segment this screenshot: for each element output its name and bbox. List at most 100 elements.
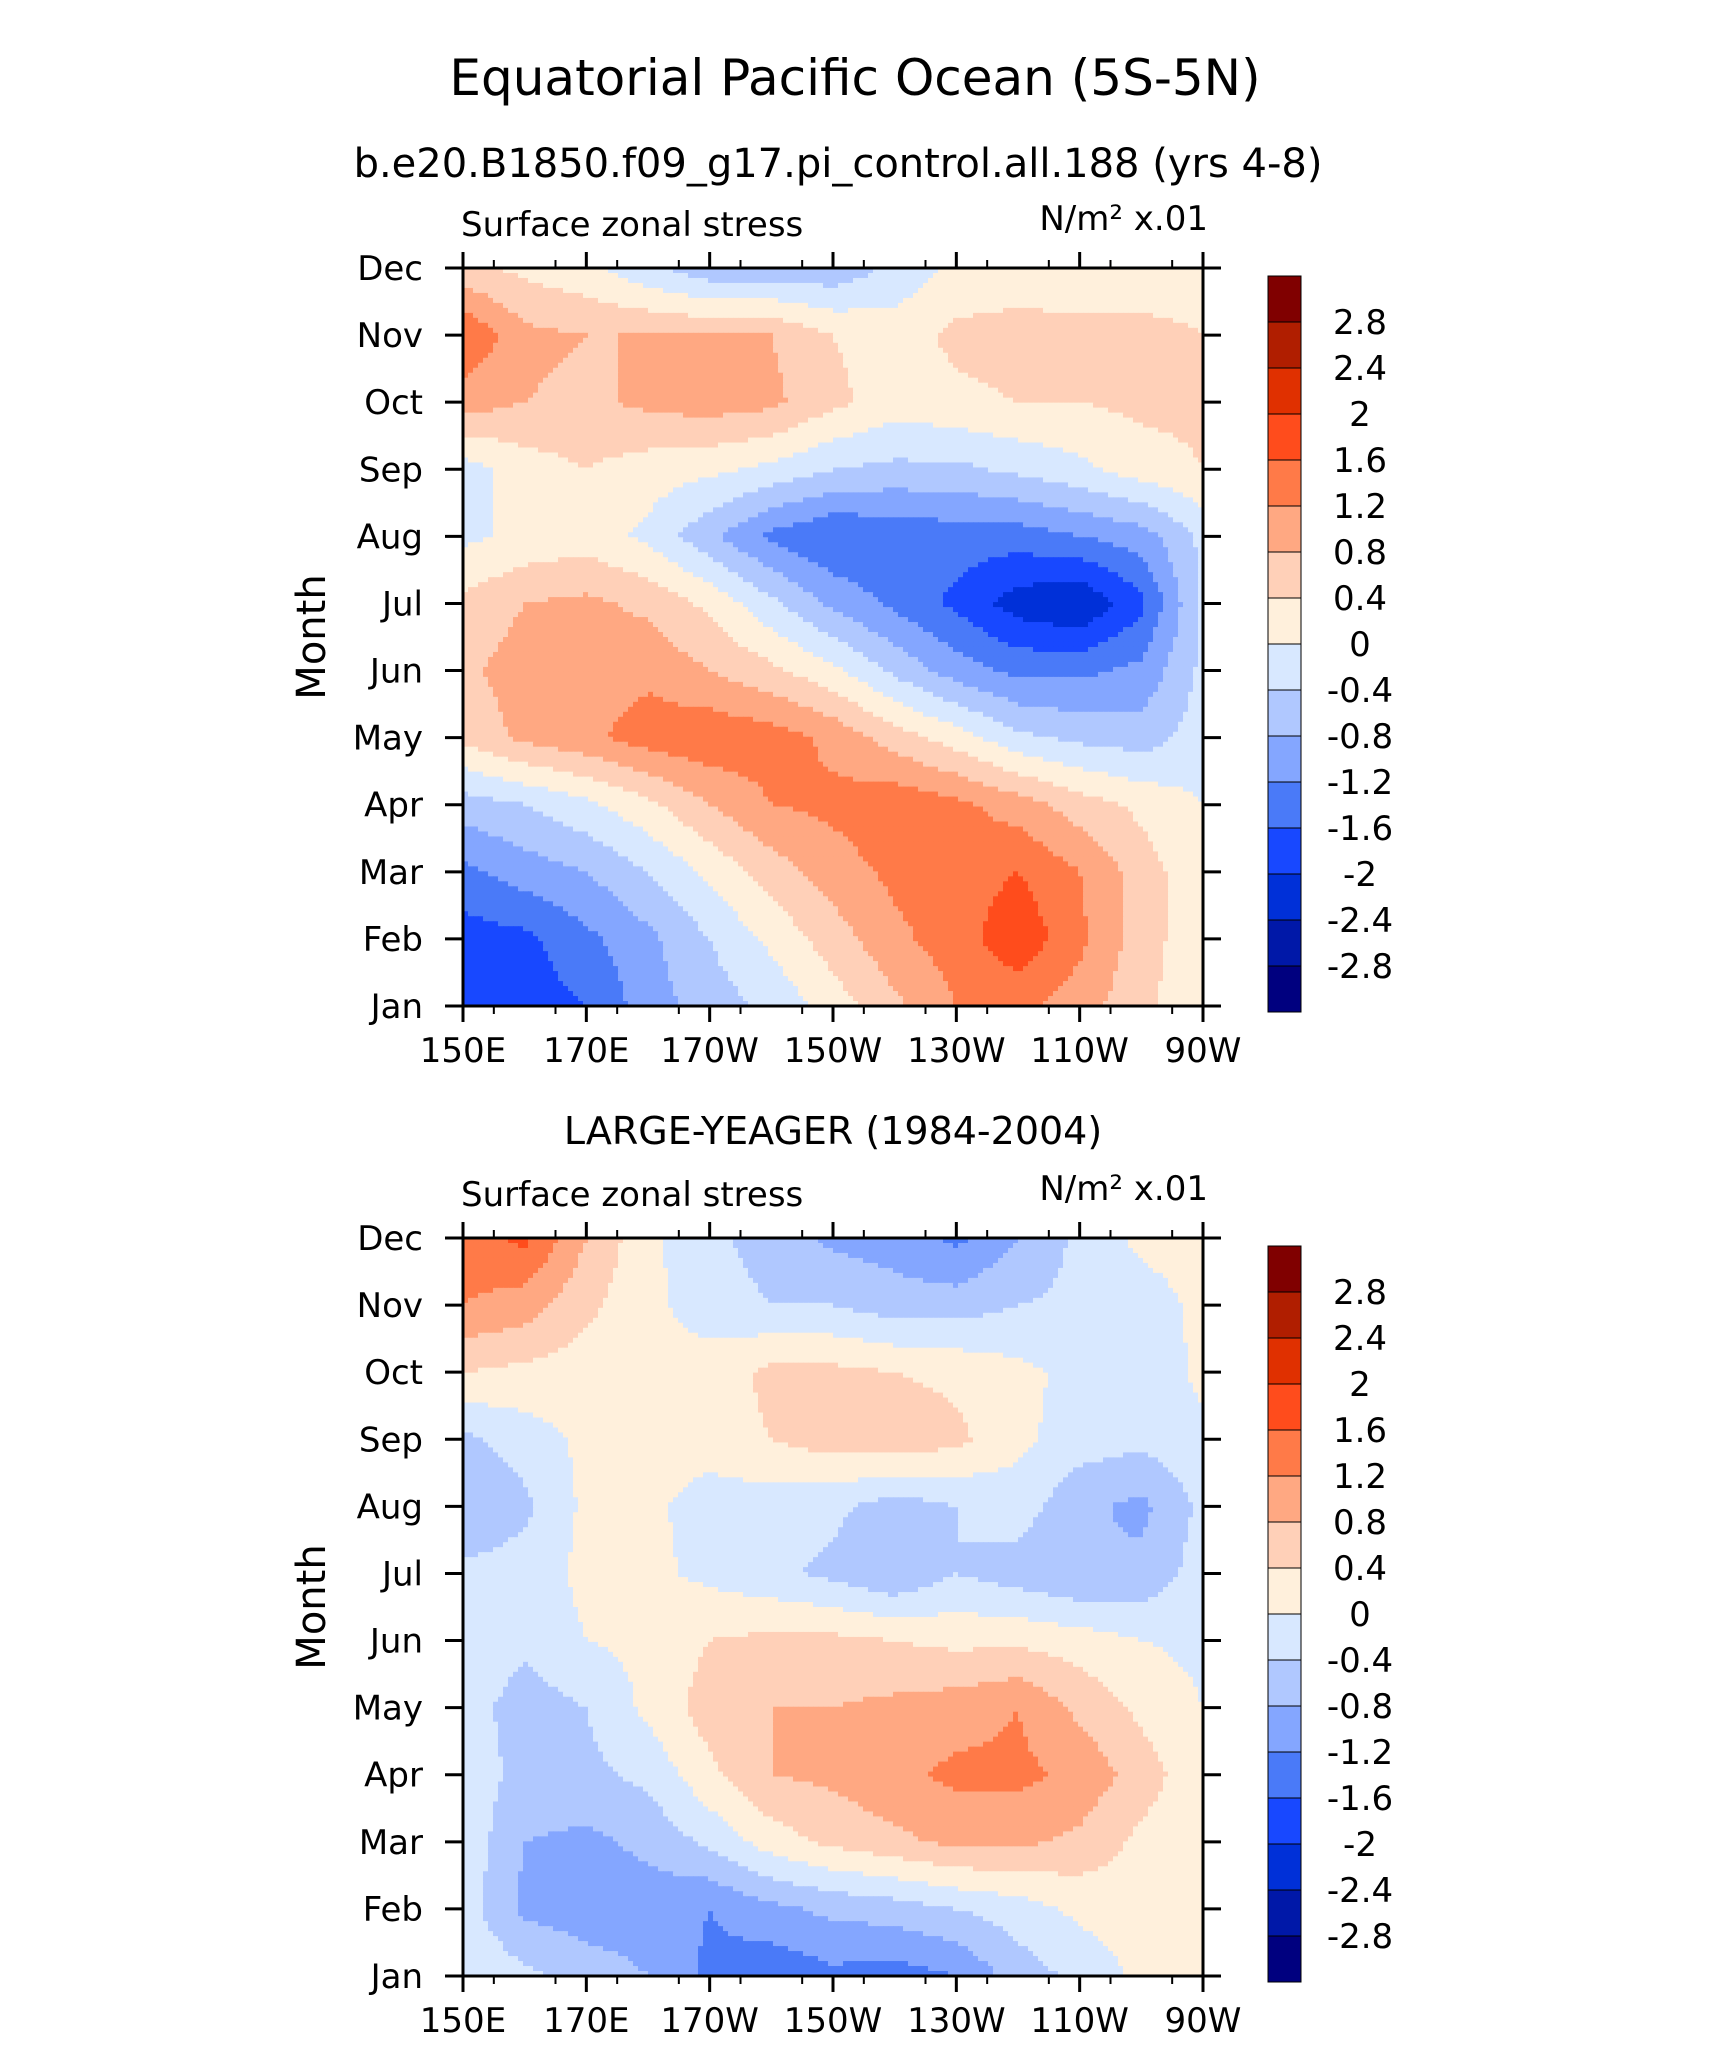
contour-cell bbox=[753, 278, 759, 284]
contour-cell bbox=[1068, 333, 1074, 339]
contour-cell bbox=[823, 353, 829, 359]
contour-cell bbox=[753, 283, 759, 289]
contour-cell bbox=[583, 418, 589, 424]
contour-cell bbox=[868, 288, 874, 294]
contour-cell bbox=[1038, 363, 1044, 369]
contour-cell bbox=[953, 283, 959, 289]
contour-cell bbox=[608, 383, 614, 389]
contour-cell bbox=[468, 418, 474, 424]
contour-cell bbox=[783, 388, 789, 394]
contour-cell bbox=[973, 293, 979, 299]
contour-cell bbox=[948, 403, 954, 409]
contour-cell bbox=[1033, 373, 1039, 379]
contour-cell bbox=[653, 323, 659, 329]
contour-cell bbox=[703, 383, 709, 389]
contour-cell bbox=[688, 358, 694, 364]
contour-cell bbox=[733, 428, 739, 434]
contour-cell bbox=[1023, 288, 1029, 294]
contour-cell bbox=[763, 428, 769, 434]
contour-cell bbox=[473, 418, 479, 424]
contour-cell bbox=[753, 428, 759, 434]
contour-cell bbox=[513, 308, 519, 314]
contour-cell bbox=[518, 278, 524, 284]
contour-cell bbox=[943, 308, 949, 314]
contour-cell bbox=[583, 343, 589, 349]
contour-cell bbox=[928, 278, 934, 284]
contour-cell bbox=[723, 283, 729, 289]
contour-cell bbox=[768, 393, 774, 399]
contour-cell bbox=[718, 303, 724, 309]
contour-cell bbox=[953, 413, 959, 419]
contour-cell bbox=[468, 358, 474, 364]
contour-cell bbox=[863, 373, 869, 379]
contour-cell bbox=[673, 408, 679, 414]
contour-cell bbox=[588, 293, 594, 299]
contour-cell bbox=[918, 343, 924, 349]
contour-cell bbox=[918, 293, 924, 299]
contour-cell bbox=[958, 413, 964, 419]
contour-cell bbox=[1108, 288, 1114, 294]
contour-cell bbox=[923, 283, 929, 289]
contour-cell bbox=[668, 408, 674, 414]
contour-cell bbox=[768, 278, 774, 284]
contour-cell bbox=[1148, 373, 1154, 379]
contour-cell bbox=[558, 383, 564, 389]
contour-cell bbox=[898, 388, 904, 394]
contour-cell bbox=[608, 358, 614, 364]
contour-cell bbox=[978, 273, 984, 279]
contour-cell bbox=[763, 313, 769, 319]
contour-cell bbox=[718, 333, 724, 339]
contour-cell bbox=[1053, 318, 1059, 324]
contour-cell bbox=[948, 338, 954, 344]
contour-cell bbox=[763, 353, 769, 359]
contour-cell bbox=[1158, 283, 1164, 289]
contour-cell bbox=[663, 363, 669, 369]
contour-cell bbox=[1093, 413, 1099, 419]
contour-cell bbox=[778, 313, 784, 319]
contour-cell bbox=[578, 373, 584, 379]
contour-cell bbox=[1033, 428, 1039, 434]
contour-cell bbox=[708, 293, 714, 299]
contour-cell bbox=[853, 423, 859, 429]
contour-cell bbox=[628, 283, 634, 289]
contour-cell bbox=[683, 403, 689, 409]
contour-cell bbox=[1118, 393, 1124, 399]
contour-cell bbox=[1128, 333, 1134, 339]
contour-cell bbox=[918, 408, 924, 414]
contour-cell bbox=[823, 338, 829, 344]
contour-cell bbox=[488, 278, 494, 284]
contour-cell bbox=[638, 353, 644, 359]
contour-cell bbox=[878, 328, 884, 334]
contour-cell bbox=[1008, 383, 1014, 389]
contour-cell bbox=[1168, 328, 1174, 334]
contour-cell bbox=[723, 303, 729, 309]
contour-cell bbox=[628, 298, 634, 304]
contour-cell bbox=[758, 338, 764, 344]
contour-cell bbox=[1118, 278, 1124, 284]
contour-cell bbox=[678, 368, 684, 374]
contour-cell bbox=[1133, 323, 1139, 329]
contour-cell bbox=[733, 298, 739, 304]
contour-cell bbox=[523, 388, 529, 394]
contour-cell bbox=[1138, 423, 1144, 429]
contour-cell bbox=[1193, 348, 1199, 354]
contour-cell bbox=[1108, 313, 1114, 319]
contour-cell bbox=[913, 363, 919, 369]
contour-cell bbox=[1138, 273, 1144, 279]
contour-cell bbox=[618, 323, 624, 329]
contour-cell bbox=[483, 378, 489, 384]
contour-cell bbox=[508, 278, 514, 284]
contour-cell bbox=[1188, 428, 1194, 434]
contour-cell bbox=[818, 343, 824, 349]
contour-cell bbox=[933, 318, 939, 324]
contour-cell bbox=[1008, 393, 1014, 399]
contour-cell bbox=[653, 378, 659, 384]
contour-cell bbox=[738, 363, 744, 369]
contour-cell bbox=[1103, 273, 1109, 279]
contour-cell bbox=[708, 363, 714, 369]
contour-cell bbox=[788, 278, 794, 284]
contour-cell bbox=[1178, 403, 1184, 409]
contour-cell bbox=[698, 343, 704, 349]
contour-cell bbox=[813, 418, 819, 424]
contour-cell bbox=[888, 338, 894, 344]
